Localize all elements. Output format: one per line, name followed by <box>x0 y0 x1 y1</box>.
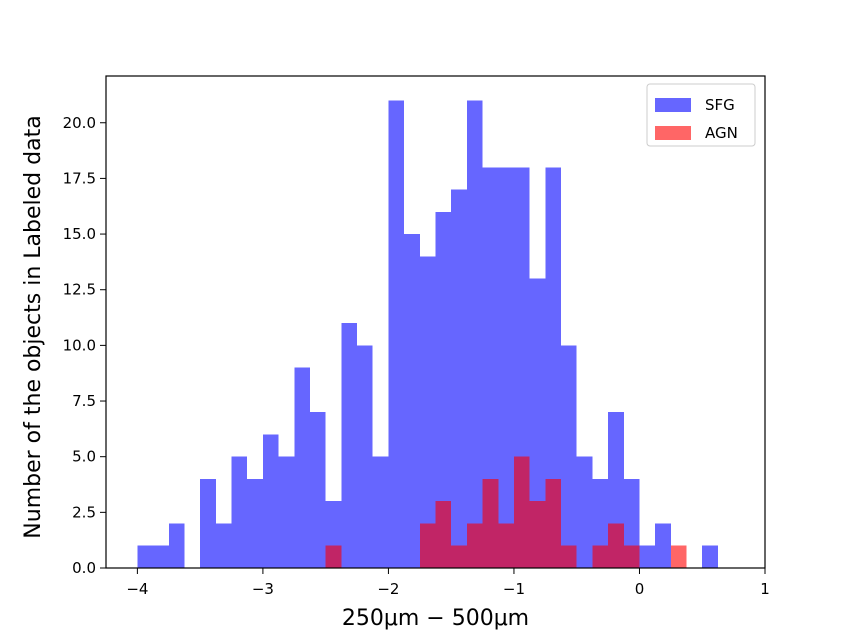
y-tick-label: 12.5 <box>63 281 96 299</box>
overlap-bar <box>498 523 514 568</box>
sfg-bar <box>466 100 483 569</box>
sfg-bar <box>451 189 467 569</box>
agn-bar <box>670 545 687 568</box>
sfg-bar <box>419 256 436 568</box>
y-tick-label: 10.0 <box>63 336 96 354</box>
legend: SFG AGN <box>646 83 756 147</box>
sfg-bar <box>309 412 326 568</box>
x-tick-label: −2 <box>377 580 399 598</box>
y-tick-label: 5.0 <box>72 448 96 466</box>
sfg-bar <box>153 545 169 568</box>
sfg-bar <box>529 278 546 568</box>
overlap-bar <box>545 478 562 568</box>
y-tick-label: 20.0 <box>63 114 96 132</box>
y-axis-ticks: 0.0 2.5 5.0 7.5 10.0 12.5 15.0 17.5 20.0 <box>63 114 106 577</box>
sfg-bar <box>404 234 420 568</box>
sfg-bar <box>231 456 248 568</box>
y-tick-label: 7.5 <box>72 392 96 410</box>
overlap-bar <box>419 523 436 568</box>
overlap-bar <box>451 545 467 568</box>
sfg-bar <box>294 367 310 568</box>
sfg-bar <box>435 211 452 568</box>
sfg-bar <box>168 523 185 568</box>
overlap-bar <box>325 545 342 568</box>
overlap-bar <box>466 523 483 568</box>
overlap-bar <box>608 523 624 568</box>
sfg-bar <box>262 434 279 568</box>
sfg-bar <box>655 523 671 568</box>
overlap-bar <box>561 545 577 568</box>
sfg-bar <box>545 167 562 569</box>
x-tick-label: −1 <box>503 580 525 598</box>
plot-frame <box>105 75 766 569</box>
sfg-bar <box>576 456 593 568</box>
overlap-bar <box>482 478 499 568</box>
sfg-bars <box>137 100 718 569</box>
y-axis-label: Number of the objects in Labeled data <box>21 115 46 538</box>
overlap-bar <box>592 545 609 568</box>
x-tick-label: 0 <box>635 580 645 598</box>
legend-label-agn: AGN <box>705 124 738 142</box>
sfg-bar <box>341 323 358 568</box>
overlap-bar <box>529 501 546 568</box>
sfg-bar <box>388 100 405 569</box>
x-tick-label: −4 <box>126 580 148 598</box>
overlap-bar <box>623 545 640 568</box>
sfg-bar <box>702 545 718 568</box>
x-axis-label: 250μm − 500μm <box>342 606 529 631</box>
sfg-bar <box>482 167 499 569</box>
y-tick-label: 2.5 <box>72 503 96 521</box>
x-tick-label: 1 <box>760 580 770 598</box>
sfg-bar <box>561 345 577 568</box>
y-tick-label: 17.5 <box>63 169 96 187</box>
sfg-bar <box>137 545 154 568</box>
sfg-bar <box>357 345 373 568</box>
y-tick-label: 0.0 <box>72 559 96 577</box>
legend-label-sfg: SFG <box>705 96 735 114</box>
overlap-bar <box>435 501 452 568</box>
sfg-bar <box>200 478 216 568</box>
sfg-bar <box>247 478 263 568</box>
sfg-bar <box>639 545 656 568</box>
y-tick-label: 15.0 <box>63 225 96 243</box>
overlap-bars <box>325 456 640 568</box>
sfg-bar <box>215 523 232 568</box>
sfg-bar <box>278 456 295 568</box>
sfg-bar <box>498 167 514 569</box>
sfg-bar <box>372 456 389 568</box>
legend-swatch-agn <box>655 126 691 140</box>
legend-swatch-sfg <box>655 98 691 112</box>
overlap-bar <box>513 456 530 568</box>
x-tick-label: −3 <box>252 580 274 598</box>
x-axis-ticks: −4 −3 −2 −1 0 1 <box>126 568 770 598</box>
